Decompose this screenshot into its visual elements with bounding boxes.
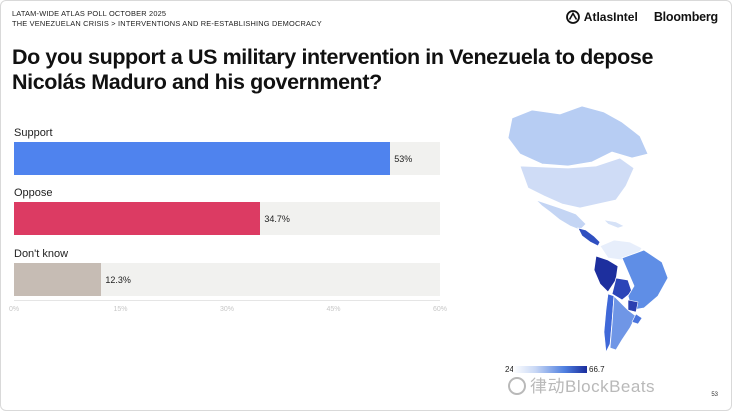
atlas-brand-name: AtlasIntel xyxy=(583,10,638,24)
map-ecuador-peru xyxy=(593,255,619,293)
watermark: 律动BlockBeats xyxy=(508,372,655,397)
poll-question: Do you support a US military interventio… xyxy=(12,45,654,94)
map-uruguay xyxy=(631,313,643,325)
watermark-text: 律动BlockBeats xyxy=(530,377,656,396)
category-label: Oppose xyxy=(14,187,53,199)
map-mexico xyxy=(535,199,587,231)
map-paraguay xyxy=(627,299,639,313)
map-central-america xyxy=(577,227,601,247)
bar-track xyxy=(14,142,440,175)
bar-track xyxy=(14,202,440,235)
map-bolivia xyxy=(611,277,633,301)
value-label: 34.7% xyxy=(264,214,290,224)
legend-color-scale xyxy=(513,366,587,373)
category-label: Support xyxy=(14,127,53,139)
poll-header: LATAM-WIDE ATLAS POLL OCTOBER 2025 THE V… xyxy=(12,9,322,29)
x-tick-label: 15% xyxy=(113,306,128,313)
x-tick-label: 60% xyxy=(432,306,448,313)
atlasintel-logo: AtlasIntel xyxy=(565,10,638,24)
x-tick-label: 30% xyxy=(219,306,235,313)
x-axis-line xyxy=(14,300,440,301)
bar xyxy=(14,142,391,175)
category-label: Don't know xyxy=(14,248,69,260)
poll-title: LATAM-WIDE ATLAS POLL OCTOBER 2025 xyxy=(12,9,167,18)
bloomberg-logo: Bloomberg xyxy=(653,10,718,24)
x-tick-label: 45% xyxy=(326,306,341,313)
brand-logos: AtlasIntel Bloomberg xyxy=(565,10,718,24)
watermark-logo-icon xyxy=(508,377,526,395)
page-number: 53 xyxy=(711,392,718,398)
legend-max-label: 66.7 xyxy=(589,365,605,374)
map-usa xyxy=(519,157,635,209)
americas-choropleth-map xyxy=(507,105,669,354)
legend-min-label: 24.2 xyxy=(505,365,521,374)
map-argentina xyxy=(609,295,637,351)
map-canada xyxy=(507,105,649,167)
bar-track xyxy=(14,263,440,296)
bar xyxy=(14,202,261,235)
value-label: 53% xyxy=(394,154,413,164)
poll-breadcrumb: THE VENEZUELAN CRISIS > INTERVENTIONS AN… xyxy=(12,19,322,28)
x-tick-label: 0% xyxy=(8,306,20,313)
bar xyxy=(14,263,102,296)
map-brazil xyxy=(621,249,669,311)
bar-chart: Support 53% Oppose 34.7% Don't know 12.3% 0% 15… xyxy=(8,127,448,313)
map-caribbean xyxy=(603,219,625,229)
value-label: 12.3% xyxy=(105,275,131,285)
atlas-globe-icon xyxy=(565,10,580,24)
